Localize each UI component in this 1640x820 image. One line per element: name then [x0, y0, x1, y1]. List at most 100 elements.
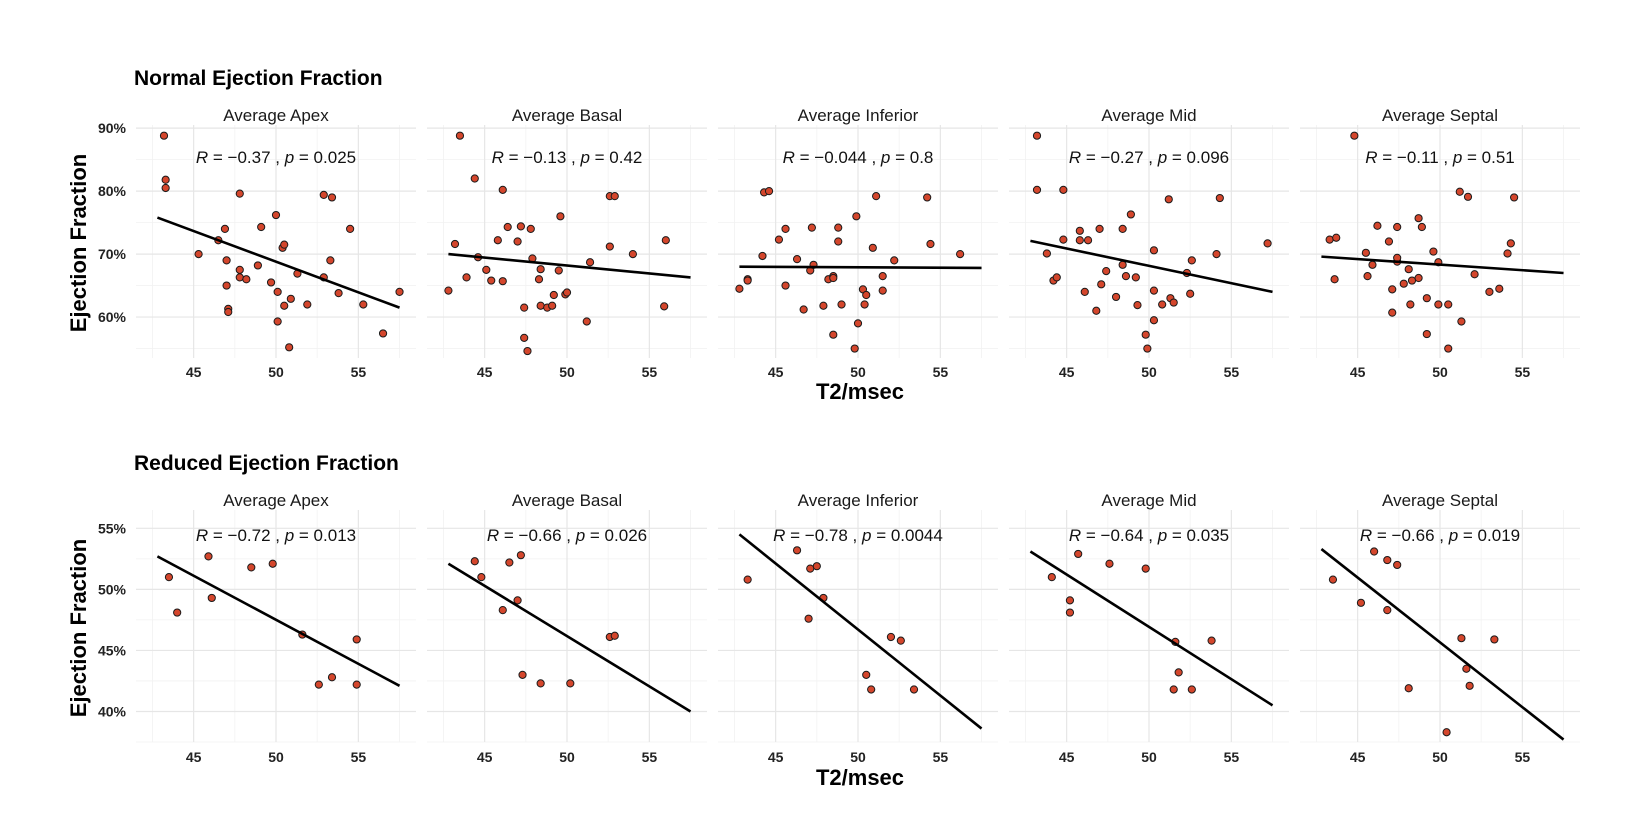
data-point [1187, 256, 1196, 265]
y-tick-label: 80% [98, 183, 127, 199]
data-point [1503, 249, 1512, 258]
data-point [1457, 634, 1466, 643]
data-point [1490, 635, 1499, 644]
data-point [1422, 329, 1431, 339]
regression-line [1030, 239, 1273, 294]
x-tick-label: 45 [1059, 364, 1075, 380]
data-point [204, 552, 213, 561]
data-point [1047, 573, 1056, 582]
data-point [1444, 344, 1453, 353]
data-point [1065, 608, 1075, 617]
data-point [628, 249, 637, 259]
data-point [346, 224, 355, 234]
data-point [834, 223, 843, 232]
data-point [235, 273, 244, 282]
data-point [1350, 131, 1359, 140]
data-point [554, 266, 563, 275]
data-point [781, 224, 790, 234]
data-point [804, 614, 813, 623]
correlation-label: R = −0.66 , p = 0.019 [1360, 526, 1520, 545]
data-point [1207, 636, 1216, 645]
data-point [1042, 249, 1051, 258]
data-point [220, 224, 230, 234]
row-title-reduced: Reduced Ejection Fraction [134, 452, 399, 475]
data-point [1465, 681, 1474, 690]
data-point [1388, 308, 1397, 317]
data-point [878, 272, 887, 281]
data-point [1373, 221, 1382, 230]
data-point [867, 685, 876, 694]
data-point [303, 300, 312, 309]
correlation-label: R = −0.27 , p = 0.096 [1069, 148, 1229, 167]
data-point [1215, 193, 1224, 203]
data-point [909, 685, 919, 694]
data-point [1169, 298, 1178, 307]
data-point [792, 255, 802, 264]
x-tick-label: 45 [768, 749, 784, 765]
regression-line [1320, 548, 1565, 741]
data-point [890, 256, 899, 265]
data-point [1052, 273, 1061, 282]
panels-layer: Average Apex R = −0.37 , p = 0.025 45 50 55 6… [98, 106, 1580, 765]
data-point [1149, 246, 1159, 255]
x-tick-label: 55 [1224, 749, 1240, 765]
x-tick-label: 50 [559, 749, 575, 765]
data-point [807, 223, 816, 232]
data-point [1126, 210, 1135, 219]
data-point [1032, 185, 1042, 194]
data-point [1141, 564, 1150, 573]
data-point [837, 300, 846, 309]
data-point [271, 210, 281, 220]
data-point [1186, 289, 1195, 298]
data-point [1059, 235, 1068, 244]
data-point [758, 251, 767, 261]
facet-title: Average Septal [1382, 106, 1498, 125]
data-point [1388, 285, 1397, 294]
data-point [1325, 235, 1334, 244]
x-tick-label: 50 [268, 364, 284, 380]
data-point [1141, 330, 1150, 339]
x-tick-label: 55 [1224, 364, 1240, 380]
x-tick-label: 55 [351, 749, 367, 765]
data-point [1121, 272, 1131, 281]
correlation-label: R = −0.044 , p = 0.8 [783, 148, 934, 167]
data-point [548, 301, 557, 310]
data-point [159, 131, 169, 140]
data-point [1429, 247, 1438, 256]
x-tick-label: 50 [559, 364, 575, 380]
x-axis-title-reduced: T2/msec [816, 765, 904, 790]
data-point [334, 289, 343, 298]
regression-line [1321, 255, 1564, 275]
data-point [1393, 560, 1402, 570]
data-point [799, 305, 808, 314]
data-point [444, 286, 453, 295]
data-point [520, 333, 529, 342]
data-point [498, 185, 507, 194]
regression-line [1029, 550, 1274, 707]
data-point [487, 276, 496, 285]
data-point [819, 301, 828, 310]
data-point [222, 256, 231, 265]
data-point [743, 276, 752, 285]
data-point [327, 673, 337, 682]
data-point [523, 346, 532, 356]
data-point [235, 265, 244, 274]
data-point [1393, 222, 1402, 232]
data-point [1455, 187, 1464, 196]
data-point [878, 286, 887, 295]
x-tick-label: 55 [933, 749, 949, 765]
data-point [1457, 317, 1466, 326]
data-point [1102, 266, 1111, 276]
data-point [207, 593, 216, 603]
data-point [536, 301, 545, 310]
data-point [853, 319, 863, 328]
data-point [1149, 316, 1159, 325]
data-point [536, 679, 545, 688]
data-point [352, 680, 361, 689]
data-point [526, 224, 535, 234]
data-point [1075, 236, 1084, 245]
y-tick-label: 40% [98, 703, 127, 719]
regression-line [739, 265, 982, 270]
data-point [774, 235, 784, 244]
data-point [1470, 270, 1479, 279]
